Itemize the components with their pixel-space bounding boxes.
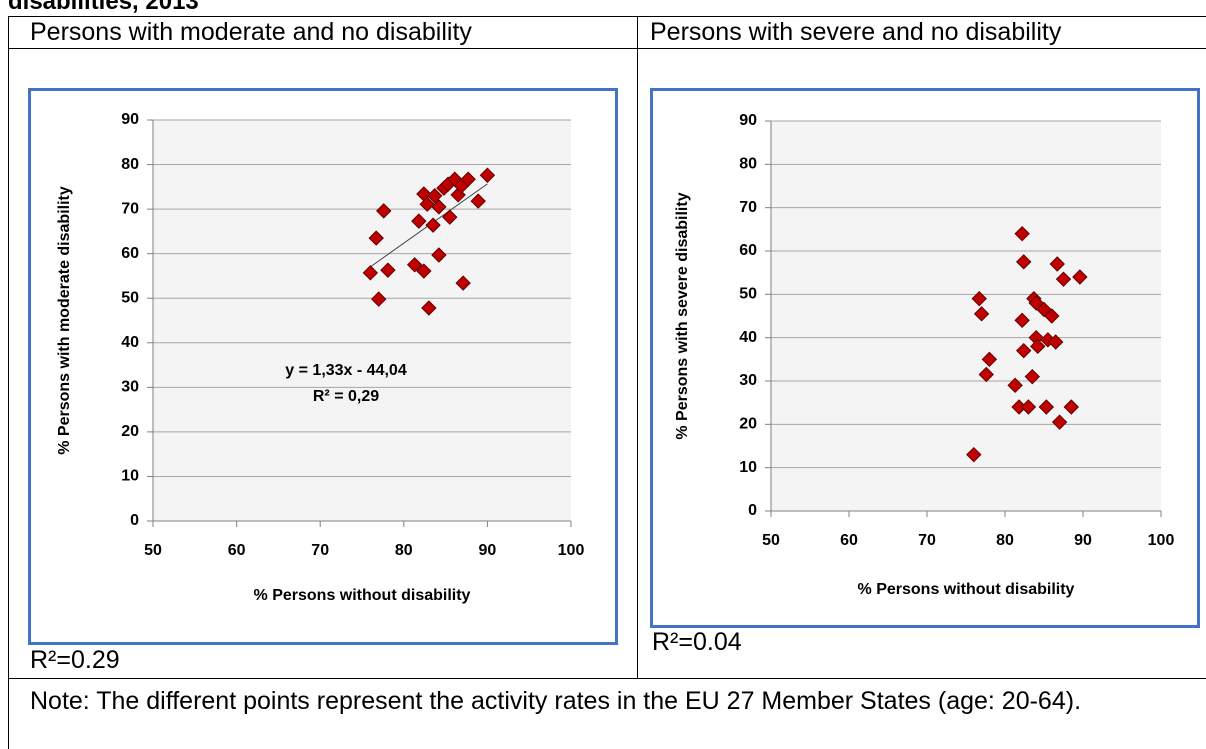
table-border [8,48,1206,49]
data-point [455,275,471,291]
data-point [470,193,486,209]
y-tick-label: 60 [121,245,139,262]
data-point [978,366,994,383]
column-header: Persons with severe and no disability [650,18,1062,46]
note: Note: The different points represent the… [30,687,1082,715]
data-point [1014,312,1030,329]
data-point [973,306,990,322]
x-tick-label: 90 [479,542,497,559]
data-point [1030,338,1046,355]
data-point [450,187,466,203]
data-point [416,263,432,279]
y-tick-label: 90 [739,112,757,129]
x-tick-label: 90 [1074,532,1092,549]
data-point [431,199,447,215]
x-tick-label: 80 [996,532,1014,549]
data-point [368,230,384,246]
x-tick-label: 100 [558,542,585,559]
x-tick-label: 60 [228,542,246,559]
x-tick-label: 70 [311,542,329,559]
y-tick-label: 30 [739,372,757,389]
data-point [966,446,982,463]
y-tick-label: 0 [130,512,139,529]
data-point [1016,342,1032,359]
y-tick-label: 20 [121,423,139,440]
y-tick-label: 40 [121,334,139,351]
data-point [1038,399,1055,415]
data-point [421,300,437,316]
column-header: Persons with moderate and no disability [30,18,472,46]
data-point [1020,399,1037,415]
x-tick-label: 100 [1148,532,1175,549]
data-point [442,209,458,225]
data-point [1007,377,1023,394]
data-point [1063,399,1080,415]
data-point [1014,225,1030,242]
y-tick-label: 10 [121,468,139,485]
data-point [1016,254,1032,270]
table-border [8,16,1206,17]
y-tick-label: 50 [121,289,139,306]
table-border [637,16,638,678]
data-point [431,247,447,263]
annotation: R² = 0,29 [313,388,379,405]
data-point [460,171,476,187]
x-axis-title: % Persons without disability [254,587,471,604]
data-point [427,188,443,204]
data-point [406,257,423,273]
heading: disabilities, 2013 [8,0,199,15]
data-point [419,196,435,212]
data-point [981,351,998,368]
y-tick-label: 30 [121,379,139,396]
data-point [1047,334,1064,350]
y-tick-label: 80 [739,156,757,173]
y-tick-label: 50 [739,286,757,303]
table-border [8,16,9,749]
data-point [411,213,427,229]
annotation: y = 1,33x - 44,04 [285,362,407,379]
data-point [1055,271,1072,287]
y-tick-label: 40 [739,329,757,346]
data-point [1072,269,1088,285]
y-tick-label: 10 [739,459,757,476]
plot-area [153,120,571,521]
x-tick-label: 70 [918,532,936,549]
y-tick-label: 70 [739,199,757,216]
plot-area [771,121,1161,511]
y-tick-label: 0 [748,502,757,519]
x-tick-label: 80 [395,542,413,559]
table-border [8,678,1206,679]
y-axis-title: % Persons with severe disability [674,192,691,439]
x-axis-title: % Persons without disability [858,581,1075,598]
data-point [380,262,396,278]
data-point [425,217,441,233]
y-axis-title: % Persons with moderate disability [56,186,73,455]
caption: R²=0.29 [30,646,120,674]
y-tick-label: 90 [121,111,139,128]
data-point [1024,368,1041,385]
data-point [479,167,496,183]
data-point [376,203,392,219]
data-point [971,290,987,307]
x-tick-label: 60 [840,532,858,549]
caption: R²=0.04 [652,628,742,656]
chart: 0 10 20 30 40 50 60 70 80 90 50 60 70 80 90 100 % Person… [28,88,618,645]
y-tick-label: 20 [739,416,757,433]
x-tick-label: 50 [762,532,780,549]
y-tick-label: 80 [121,156,139,173]
y-tick-label: 60 [739,242,757,259]
data-point [371,291,387,307]
data-point [1044,308,1060,324]
data-point [362,265,379,281]
data-point [1049,256,1065,272]
data-point [1051,414,1068,430]
chart: 0 10 20 30 40 50 60 70 80 90 50 60 70 80 90 100 % Person… [650,88,1200,628]
x-tick-label: 50 [144,542,162,559]
y-tick-label: 70 [121,200,139,217]
